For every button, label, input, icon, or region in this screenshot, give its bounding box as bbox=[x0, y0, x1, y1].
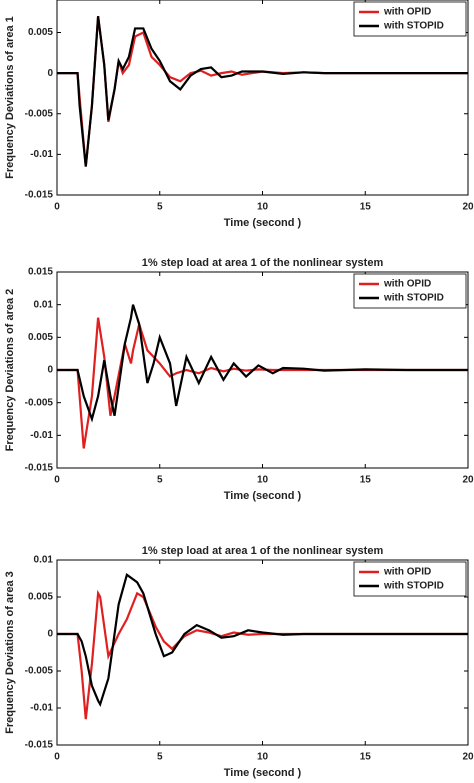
x-axis-label: Time (second ) bbox=[224, 767, 302, 779]
x-tick-label: 20 bbox=[462, 475, 474, 486]
legend-box bbox=[353, 273, 467, 309]
x-axis-label: Time (second ) bbox=[224, 490, 302, 502]
y-tick-label: 0 bbox=[47, 68, 53, 79]
x-tick-label: 0 bbox=[54, 202, 60, 213]
y-tick-label: -0.005 bbox=[25, 108, 54, 119]
y-tick-label: 0.005 bbox=[28, 332, 53, 343]
x-tick-label: 15 bbox=[360, 475, 372, 486]
plot: -0.015 -0.01 -0.005 0 0.005 0 5 10 15 20 Time (sec… bbox=[4, 0, 474, 229]
legend-label: with OPID bbox=[383, 567, 431, 578]
y-tick-label: 0 bbox=[47, 365, 53, 376]
y-tick-label: 0.005 bbox=[28, 27, 53, 38]
y-tick-label: 0.01 bbox=[34, 555, 54, 566]
x-axis-label: Time (second ) bbox=[224, 217, 302, 229]
x-tick-label: 10 bbox=[257, 202, 269, 213]
x-tick-label: 15 bbox=[360, 202, 372, 213]
x-tick-label: 5 bbox=[157, 752, 163, 763]
legend-label: with STOPID bbox=[383, 21, 444, 32]
series-line bbox=[57, 16, 468, 167]
legend-box bbox=[353, 561, 467, 597]
x-tick-label: 20 bbox=[462, 202, 474, 213]
x-tick-label: 15 bbox=[360, 752, 372, 763]
y-tick-label: 0.005 bbox=[28, 592, 53, 603]
legend: with OPID with STOPID bbox=[353, 561, 467, 597]
y-tick-label: -0.005 bbox=[25, 397, 54, 408]
series-line bbox=[57, 572, 468, 708]
legend-box bbox=[353, 1, 467, 37]
x-tick-label: 5 bbox=[157, 475, 163, 486]
y-tick-label: -0.015 bbox=[25, 463, 54, 474]
series-line bbox=[57, 16, 468, 167]
y-tick-label: -0.01 bbox=[30, 430, 53, 441]
plot: -0.015 -0.01 -0.005 0 0.005 0.01 0.015 0 5 10 15 20… bbox=[4, 257, 474, 502]
legend-label: with STOPID bbox=[383, 581, 444, 592]
y-axis-label: Frequency Deviations of area 2 bbox=[4, 289, 16, 452]
series-line bbox=[57, 304, 468, 423]
legend-label: with OPID bbox=[383, 279, 431, 290]
chart-title: 1% step load at area 1 of the nonlinear … bbox=[142, 545, 384, 557]
legend-label: with OPID bbox=[383, 7, 431, 18]
y-tick-label: -0.015 bbox=[25, 190, 54, 201]
x-tick-label: 0 bbox=[54, 752, 60, 763]
y-tick-label: -0.01 bbox=[30, 703, 53, 714]
legend: with OPID with STOPID bbox=[353, 273, 467, 309]
y-tick-label: -0.015 bbox=[25, 740, 54, 751]
y-tick-label: 0.01 bbox=[34, 299, 54, 310]
x-tick-label: 10 bbox=[257, 475, 269, 486]
plot: -0.015 -0.01 -0.005 0 0.005 0.01 0 5 10 15 20 Time … bbox=[4, 545, 474, 779]
chart-title: 1% step load at area 1 of the nonlinear … bbox=[142, 257, 384, 269]
legend-label: with STOPID bbox=[383, 293, 444, 304]
x-tick-label: 10 bbox=[257, 752, 269, 763]
x-tick-label: 0 bbox=[54, 475, 60, 486]
y-axis-label: Frequency Deviations of area 1 bbox=[4, 16, 16, 179]
y-tick-label: 0.015 bbox=[28, 267, 53, 278]
x-tick-label: 5 bbox=[157, 202, 163, 213]
x-tick-label: 20 bbox=[462, 752, 474, 763]
y-tick-label: -0.005 bbox=[25, 666, 54, 677]
series-line bbox=[57, 317, 468, 449]
y-axis-label: Frequency Deviations of area 3 bbox=[4, 571, 16, 734]
y-tick-label: -0.01 bbox=[30, 149, 53, 160]
y-tick-label: 0 bbox=[47, 629, 53, 640]
legend: with OPID with STOPID bbox=[353, 1, 467, 37]
